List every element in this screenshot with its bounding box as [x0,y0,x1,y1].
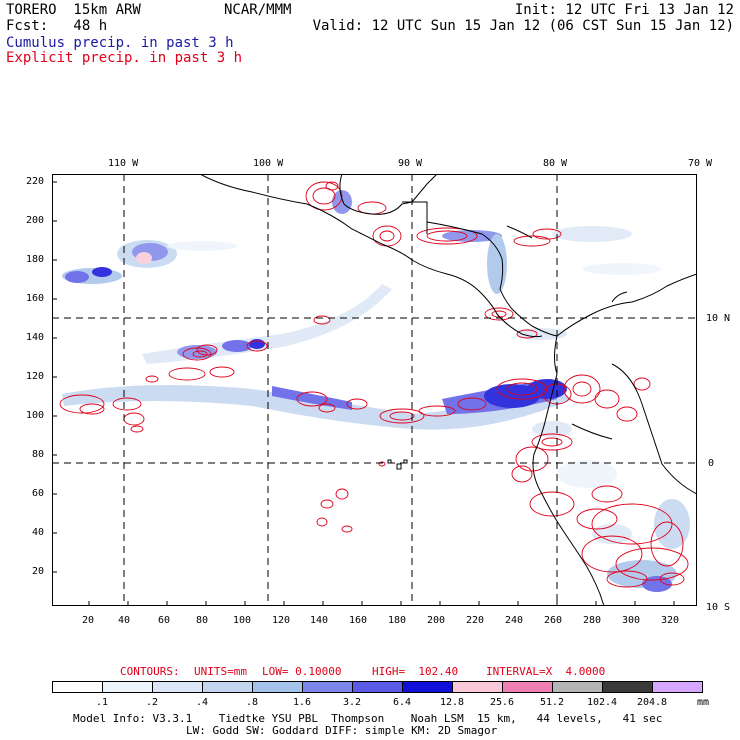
y-tick-180: 180 [26,254,45,265]
y-tick-200: 200 [26,215,45,226]
colorbar-label: 204.8 [636,697,668,708]
colorbar-label: .8 [245,697,259,708]
contours-interval: INTERVAL=X 4.0000 [486,665,606,678]
colorbar-label: .1 [95,697,109,708]
x-tick-320: 320 [661,615,680,626]
colorbar-swatch [652,681,703,693]
y-tick-60: 60 [32,488,45,499]
lon-label-90w: 90 W [398,158,423,169]
lat-label-10s: 10 S [706,602,731,613]
colorbar-label: 3.2 [342,697,362,708]
x-tick-180: 180 [388,615,407,626]
colorbar-label: .2 [145,697,159,708]
colorbar-swatch [152,681,203,693]
colorbar-swatch [52,681,103,693]
physics-info: LW: Godd SW: Goddard DIFF: simple KM: 2D… [186,724,498,737]
colorbar-swatch [502,681,553,693]
colorbar-label: 1.6 [292,697,312,708]
contours-prefix: CONTOURS: [120,665,180,678]
x-tick-260: 260 [544,615,563,626]
lon-label-110w: 110 W [108,158,139,169]
init-time: Init: 12 UTC Fri 13 Jan 12 [514,2,734,18]
colorbar-label: .4 [195,697,209,708]
colorbar-swatch [452,681,503,693]
colorbar-label: 51.2 [539,697,565,708]
y-tick-140: 140 [26,332,45,343]
x-tick-280: 280 [583,615,602,626]
lon-label-80w: 80 W [543,158,568,169]
cumulus-precip-shading [62,190,690,592]
lon-label-70w: 70 W [688,158,713,169]
model-title: TORERO 15km ARW [6,2,141,18]
x-tick-20: 20 [82,615,95,626]
y-tick-40: 40 [32,527,45,538]
colorbar-swatch [102,681,153,693]
colorbar-unit: mm [697,697,710,708]
contours-high: HIGH= 102.40 [372,665,459,678]
lat-label-10n: 10 N [706,313,731,324]
model-info: Model Info: V3.3.1 Tiedtke YSU PBL Thomp… [73,712,663,725]
x-tick-200: 200 [427,615,446,626]
x-tick-40: 40 [118,615,131,626]
x-tick-160: 160 [349,615,368,626]
colorbar-swatch [252,681,303,693]
y-tick-80: 80 [32,449,45,460]
colorbar-swatch [352,681,403,693]
colorbar-swatch [202,681,253,693]
colorbar-swatch [402,681,453,693]
colorbar-swatch [302,681,353,693]
x-tick-240: 240 [505,615,524,626]
y-tick-160: 160 [26,293,45,304]
x-tick-220: 220 [466,615,485,626]
forecast-hour: Fcst: 48 h [6,18,108,34]
x-tick-80: 80 [196,615,209,626]
precip-map [52,174,697,606]
organization: NCAR/MMM [224,2,292,18]
valid-time: Valid: 12 UTC Sun 15 Jan 12 (06 CST Sun … [312,18,734,34]
colorbar-swatch [602,681,653,693]
x-tick-100: 100 [233,615,252,626]
cumulus-label: Cumulus precip. in past 3 h [6,35,234,51]
y-tick-220: 220 [26,176,45,187]
x-tick-300: 300 [622,615,641,626]
y-tick-100: 100 [26,410,45,421]
y-tick-120: 120 [26,371,45,382]
contours-units: UNITS=mm [194,665,247,678]
colorbar-label: 12.8 [439,697,465,708]
lat-label-0: 0 [708,458,715,469]
contours-low: LOW= 0.10000 [262,665,342,678]
lat-lon-grid [52,174,697,606]
explicit-label: Explicit precip. in past 3 h [6,50,243,66]
x-tick-140: 140 [310,615,329,626]
colorbar-label: 6.4 [392,697,412,708]
colorbar-swatch [552,681,603,693]
lon-label-100w: 100 W [253,158,284,169]
colorbar-label: 102.4 [586,697,618,708]
colorbar-label: 25.6 [489,697,515,708]
y-tick-20: 20 [32,566,45,577]
x-tick-60: 60 [158,615,171,626]
x-tick-120: 120 [272,615,291,626]
